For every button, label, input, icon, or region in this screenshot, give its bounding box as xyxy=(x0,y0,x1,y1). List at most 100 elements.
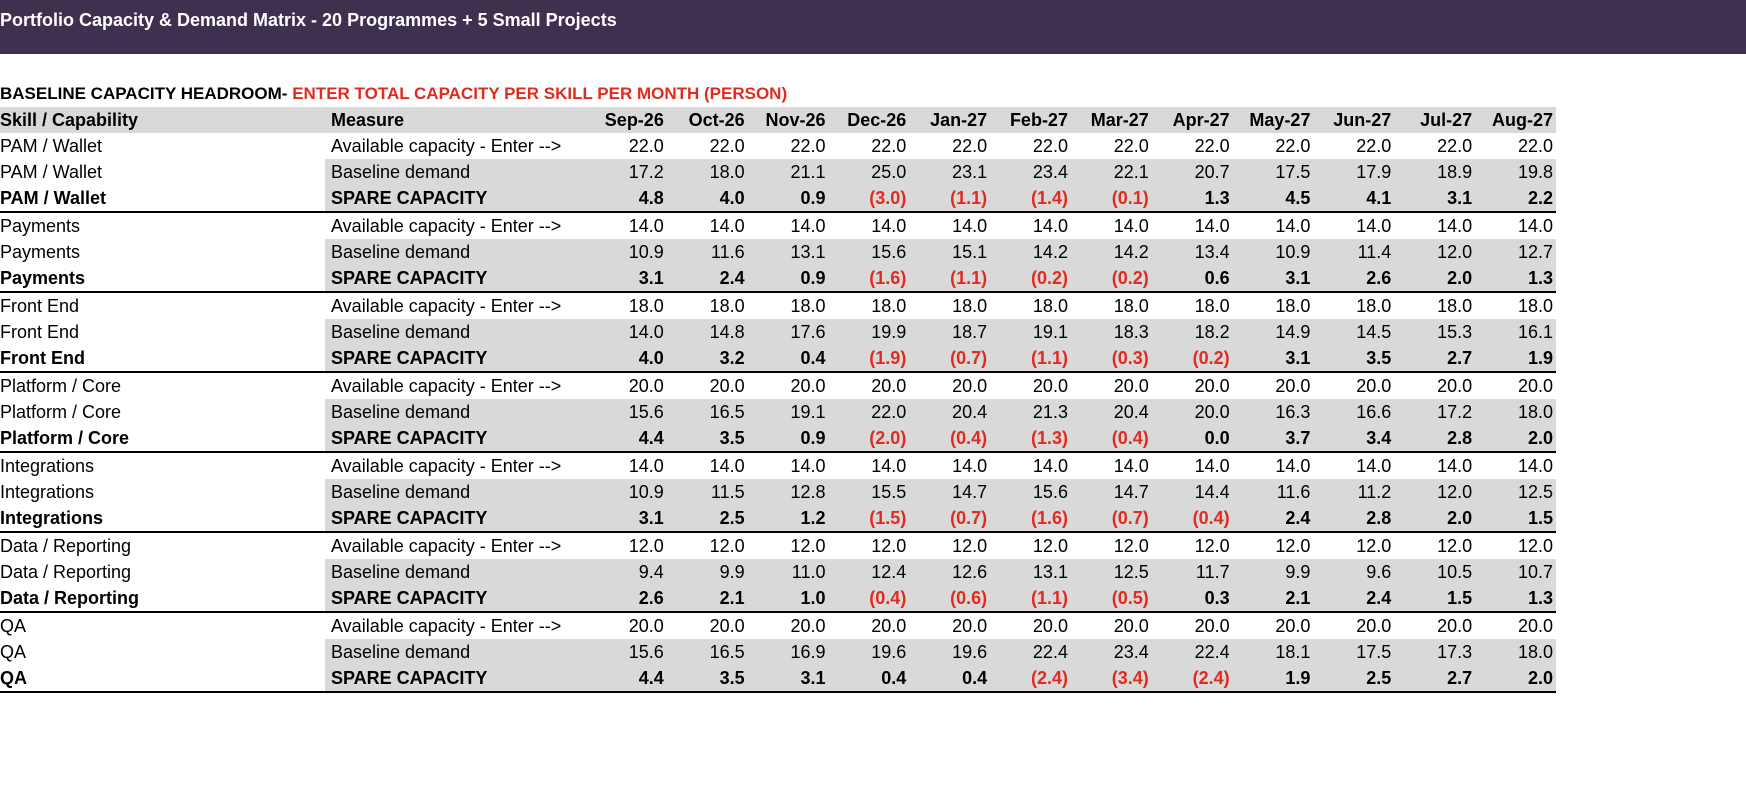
capacity-input-cell[interactable]: 22.0 xyxy=(1113,135,1149,156)
capacity-input-cell[interactable]: 18.0 xyxy=(709,295,745,316)
capacity-input-cell[interactable]: 18.0 xyxy=(1113,295,1149,316)
capacity-input-cell[interactable]: 22.0 xyxy=(709,135,745,156)
capacity-input-cell[interactable]: 12.0 xyxy=(1275,535,1311,556)
column-header-month: Feb-27 xyxy=(990,107,1071,133)
capacity-input-cell[interactable]: 20.0 xyxy=(1194,615,1230,636)
capacity-input-cell[interactable]: 12.0 xyxy=(1113,535,1149,556)
capacity-input-cell[interactable]: 20.0 xyxy=(1517,375,1553,396)
capacity-input-cell[interactable]: 12.0 xyxy=(1194,535,1230,556)
capacity-input-cell[interactable]: 14.0 xyxy=(952,455,988,476)
capacity-input-cell[interactable]: 20.0 xyxy=(1194,375,1230,396)
capacity-input-cell[interactable]: 12.0 xyxy=(952,535,988,556)
capacity-input-cell[interactable]: 14.0 xyxy=(1437,455,1473,476)
capacity-input-cell[interactable]: 18.0 xyxy=(1194,295,1230,316)
capacity-input-cell[interactable]: 20.0 xyxy=(628,615,664,636)
spare-capacity-row: Platform / Core SPARE CAPACITY 4.4 3.5 0.9 (2… xyxy=(0,425,1556,453)
capacity-input-cell[interactable]: 18.0 xyxy=(790,295,826,316)
capacity-input-cell[interactable]: 20.0 xyxy=(628,375,664,396)
capacity-input-cell[interactable]: 12.0 xyxy=(1517,535,1553,556)
demand-cell: 18.0 xyxy=(1475,399,1556,425)
capacity-input-cell[interactable]: 20.0 xyxy=(1437,375,1473,396)
capacity-input-cell[interactable]: 20.0 xyxy=(709,375,745,396)
measure-cell: Baseline demand xyxy=(325,319,586,345)
capacity-input-cell[interactable]: 18.0 xyxy=(1517,295,1553,316)
capacity-input-cell[interactable]: 22.0 xyxy=(1437,135,1473,156)
capacity-input-cell[interactable]: 22.0 xyxy=(1275,135,1311,156)
demand-cell: 14.7 xyxy=(1070,479,1152,505)
table-header-row: Skill / Capability Measure Sep-26 Oct-26 N… xyxy=(0,107,1556,133)
capacity-input-cell[interactable]: 14.0 xyxy=(1356,455,1392,476)
demand-cell: 12.5 xyxy=(1070,559,1152,585)
capacity-input-cell[interactable]: 20.0 xyxy=(871,615,907,636)
capacity-input-cell[interactable]: 14.0 xyxy=(1275,215,1311,236)
capacity-input-cell[interactable]: 20.0 xyxy=(1113,615,1149,636)
capacity-input-cell[interactable]: 22.0 xyxy=(1517,135,1553,156)
capacity-input-cell[interactable]: 14.0 xyxy=(1032,215,1068,236)
capacity-input-cell[interactable]: 20.0 xyxy=(790,375,826,396)
capacity-input-cell[interactable]: 14.0 xyxy=(628,215,664,236)
capacity-input-cell[interactable]: 18.0 xyxy=(1437,295,1473,316)
capacity-input-cell[interactable]: 18.0 xyxy=(1356,295,1392,316)
capacity-input-cell[interactable]: 12.0 xyxy=(1032,535,1068,556)
capacity-input-cell[interactable]: 18.0 xyxy=(1275,295,1311,316)
capacity-input-cell[interactable]: 14.0 xyxy=(871,455,907,476)
capacity-input-cell[interactable]: 18.0 xyxy=(871,295,907,316)
capacity-input-cell[interactable]: 14.0 xyxy=(1113,215,1149,236)
capacity-input-cell[interactable]: 14.0 xyxy=(1356,215,1392,236)
capacity-input-cell[interactable]: 14.0 xyxy=(1194,215,1230,236)
capacity-input-cell[interactable]: 20.0 xyxy=(1356,615,1392,636)
capacity-input-cell[interactable]: 22.0 xyxy=(1194,135,1230,156)
capacity-input-cell[interactable]: 18.0 xyxy=(952,295,988,316)
capacity-input-cell[interactable]: 14.0 xyxy=(952,215,988,236)
demand-cell: 19.8 xyxy=(1475,159,1556,185)
capacity-input-cell[interactable]: 12.0 xyxy=(1356,535,1392,556)
capacity-input-cell[interactable]: 18.0 xyxy=(628,295,664,316)
spare-cell: (1.1) xyxy=(909,265,991,293)
capacity-input-cell[interactable]: 20.0 xyxy=(1275,375,1311,396)
measure-cell: SPARE CAPACITY xyxy=(325,505,586,533)
demand-cell: 18.2 xyxy=(1151,319,1233,345)
capacity-input-cell[interactable]: 14.0 xyxy=(871,215,907,236)
capacity-input-cell[interactable]: 14.0 xyxy=(1517,455,1553,476)
capacity-input-cell[interactable]: 14.0 xyxy=(1437,215,1473,236)
capacity-input-cell[interactable]: 14.0 xyxy=(628,455,664,476)
capacity-input-cell[interactable]: 22.0 xyxy=(871,135,907,156)
capacity-input-cell[interactable]: 20.0 xyxy=(1032,375,1068,396)
capacity-input-cell[interactable]: 14.0 xyxy=(1275,455,1311,476)
capacity-input-cell[interactable]: 14.0 xyxy=(709,215,745,236)
capacity-input-cell[interactable]: 14.0 xyxy=(1032,455,1068,476)
capacity-input-cell[interactable]: 14.0 xyxy=(790,455,826,476)
capacity-input-cell[interactable]: 20.0 xyxy=(1275,615,1311,636)
measure-cell: Available capacity - Enter --> xyxy=(325,292,586,319)
capacity-input-cell[interactable]: 18.0 xyxy=(1032,295,1068,316)
capacity-input-cell[interactable]: 20.0 xyxy=(1517,615,1553,636)
capacity-input-cell[interactable]: 12.0 xyxy=(871,535,907,556)
capacity-input-cell[interactable]: 14.0 xyxy=(1517,215,1553,236)
capacity-input-cell[interactable]: 12.0 xyxy=(628,535,664,556)
capacity-input-cell[interactable]: 22.0 xyxy=(628,135,664,156)
capacity-input-cell[interactable]: 20.0 xyxy=(871,375,907,396)
capacity-input-cell[interactable]: 22.0 xyxy=(1356,135,1392,156)
capacity-input-cell[interactable]: 14.0 xyxy=(1113,455,1149,476)
capacity-input-cell[interactable]: 20.0 xyxy=(952,375,988,396)
capacity-input-cell[interactable]: 22.0 xyxy=(952,135,988,156)
capacity-input-cell[interactable]: 22.0 xyxy=(1032,135,1068,156)
measure-cell: Available capacity - Enter --> xyxy=(325,612,586,639)
capacity-input-cell[interactable]: 12.0 xyxy=(1437,535,1473,556)
capacity-input-cell[interactable]: 14.0 xyxy=(1194,455,1230,476)
capacity-input-cell[interactable]: 20.0 xyxy=(1032,615,1068,636)
capacity-input-cell[interactable]: 14.0 xyxy=(790,215,826,236)
capacity-input-cell[interactable]: 20.0 xyxy=(1113,375,1149,396)
capacity-input-cell[interactable]: 12.0 xyxy=(790,535,826,556)
capacity-input-cell[interactable]: 14.0 xyxy=(709,455,745,476)
capacity-input-cell[interactable]: 12.0 xyxy=(709,535,745,556)
capacity-input-cell[interactable]: 20.0 xyxy=(790,615,826,636)
demand-cell: 17.5 xyxy=(1313,639,1395,665)
capacity-input-cell[interactable]: 20.0 xyxy=(1356,375,1392,396)
capacity-input-cell[interactable]: 20.0 xyxy=(952,615,988,636)
capacity-input-cell[interactable]: 22.0 xyxy=(790,135,826,156)
measure-cell: SPARE CAPACITY xyxy=(325,665,586,693)
capacity-input-cell[interactable]: 20.0 xyxy=(709,615,745,636)
spare-cell: 4.4 xyxy=(586,425,667,453)
capacity-input-cell[interactable]: 20.0 xyxy=(1437,615,1473,636)
